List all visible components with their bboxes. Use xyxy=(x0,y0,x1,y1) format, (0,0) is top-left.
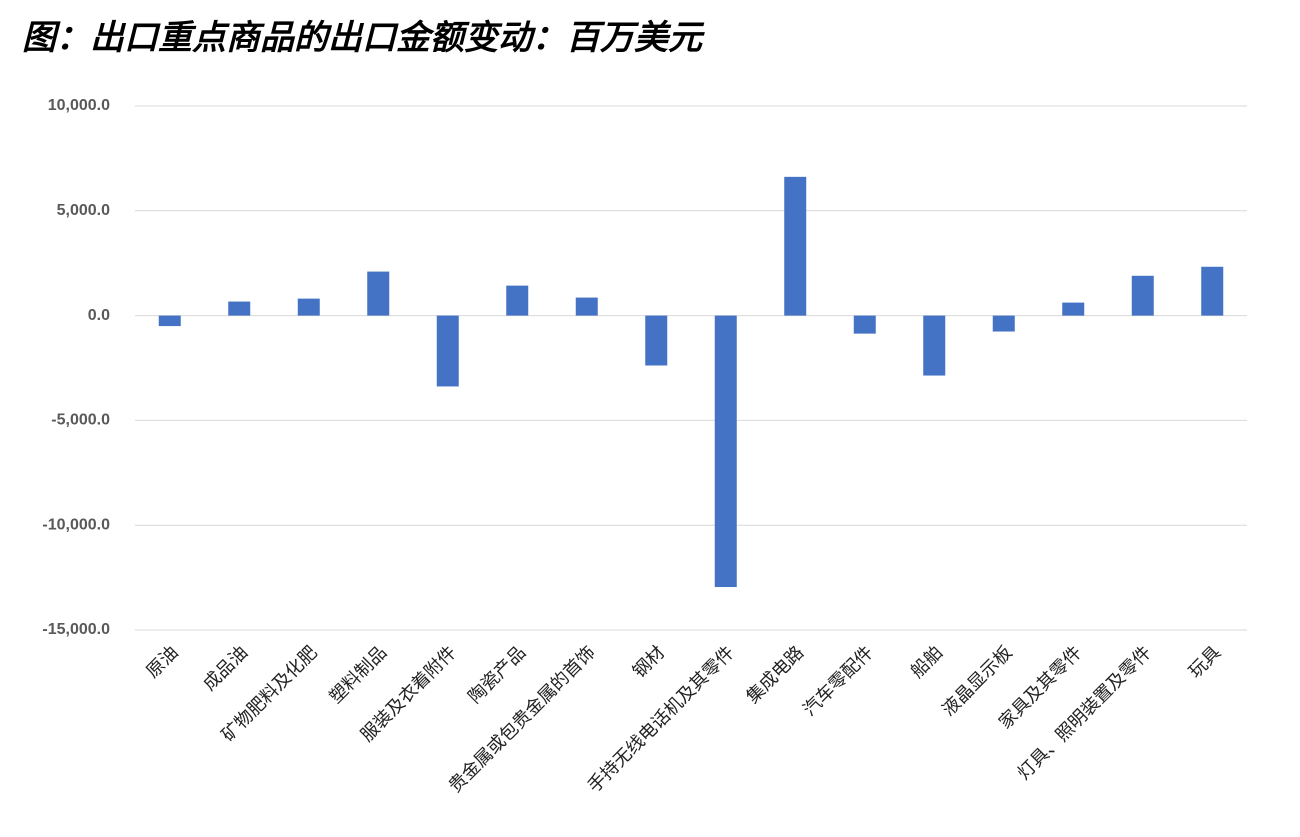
bar xyxy=(436,315,459,387)
chart-title: 图：出口重点商品的出口金额变动：百万美元 xyxy=(22,19,705,57)
y-tick-label: 0.0 xyxy=(88,307,110,324)
bar xyxy=(1201,266,1224,316)
x-tick-label: 灯具、照明装置及零件 xyxy=(1014,642,1155,783)
x-tick-label: 陶瓷产品 xyxy=(464,642,529,707)
y-tick-label: -10,000.0 xyxy=(42,516,110,533)
bar xyxy=(1062,302,1085,316)
x-tick-label: 手持无线电话机及其零件 xyxy=(584,642,738,796)
bar xyxy=(158,315,181,327)
bar xyxy=(992,315,1015,332)
bar xyxy=(714,315,737,588)
x-tick-label: 钢材 xyxy=(629,642,669,682)
bar xyxy=(506,285,529,316)
y-tick-label: -15,000.0 xyxy=(42,621,110,638)
bar xyxy=(367,271,390,316)
x-tick-label: 玩具 xyxy=(1185,642,1225,682)
bar xyxy=(228,301,251,316)
x-tick-label: 贵金属或包贵金属的首饰 xyxy=(445,642,599,796)
x-tick-label: 汽车零配件 xyxy=(799,642,877,720)
bar xyxy=(297,298,320,316)
bar xyxy=(784,176,807,316)
bar xyxy=(1131,275,1154,316)
x-tick-label: 塑料制品 xyxy=(325,642,390,707)
y-tick-label: -5,000.0 xyxy=(51,412,110,429)
y-tick-label: 5,000.0 xyxy=(57,202,110,219)
x-tick-label: 成品油 xyxy=(199,642,251,694)
bar xyxy=(853,315,876,334)
x-tick-label: 原油 xyxy=(142,642,182,682)
bar xyxy=(645,315,668,366)
x-tick-label: 集成电路 xyxy=(742,642,807,707)
y-tick-label: 10,000.0 xyxy=(48,97,110,114)
bar xyxy=(575,297,598,316)
bar xyxy=(923,315,946,376)
x-tick-label: 船舶 xyxy=(907,642,947,682)
